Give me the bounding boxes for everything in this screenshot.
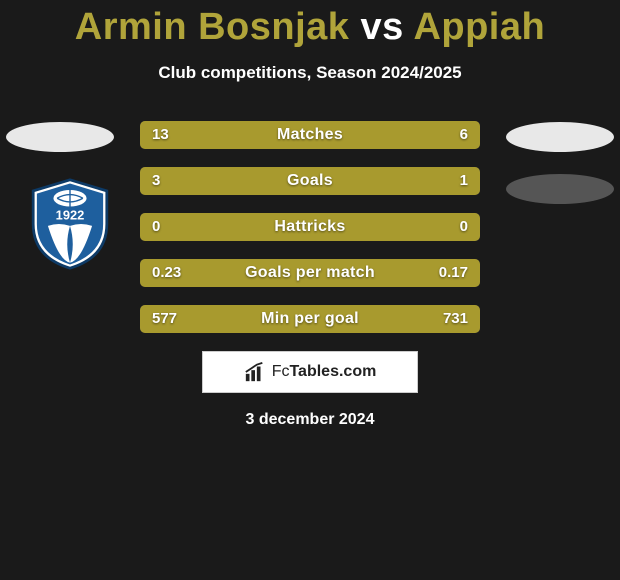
footer-brand-badge: FcTables.com: [202, 351, 418, 393]
stat-row: 31Goals: [140, 167, 480, 195]
player1-name: Armin Bosnjak: [75, 6, 350, 48]
player1-club-badge: 1922: [24, 178, 116, 270]
stat-label: Matches: [140, 121, 480, 149]
player2-club-placeholder: [506, 174, 614, 204]
stat-row: 0.230.17Goals per match: [140, 259, 480, 287]
player1-avatar-placeholder: [6, 122, 114, 152]
bar-chart-icon: [244, 361, 266, 383]
stat-label: Min per goal: [140, 305, 480, 333]
stat-label: Goals per match: [140, 259, 480, 287]
stat-label: Goals: [140, 167, 480, 195]
stat-row: 136Matches: [140, 121, 480, 149]
date-text: 3 december 2024: [0, 411, 620, 429]
stat-row: 00Hattricks: [140, 213, 480, 241]
stat-row: 577731Min per goal: [140, 305, 480, 333]
vs-text: vs: [361, 6, 404, 48]
footer-brand-text: FcTables.com: [272, 363, 377, 381]
player2-avatar-placeholder: [506, 122, 614, 152]
stat-label: Hattricks: [140, 213, 480, 241]
club-badge-year: 1922: [56, 207, 85, 222]
player2-name: Appiah: [413, 6, 545, 48]
stats-rows: 136Matches 31Goals 00Hattricks 0.230.17Goal…: [140, 121, 480, 333]
page-title: Armin Bosnjak vs Appiah: [0, 0, 620, 49]
subtitle: Club competitions, Season 2024/2025: [0, 63, 620, 83]
